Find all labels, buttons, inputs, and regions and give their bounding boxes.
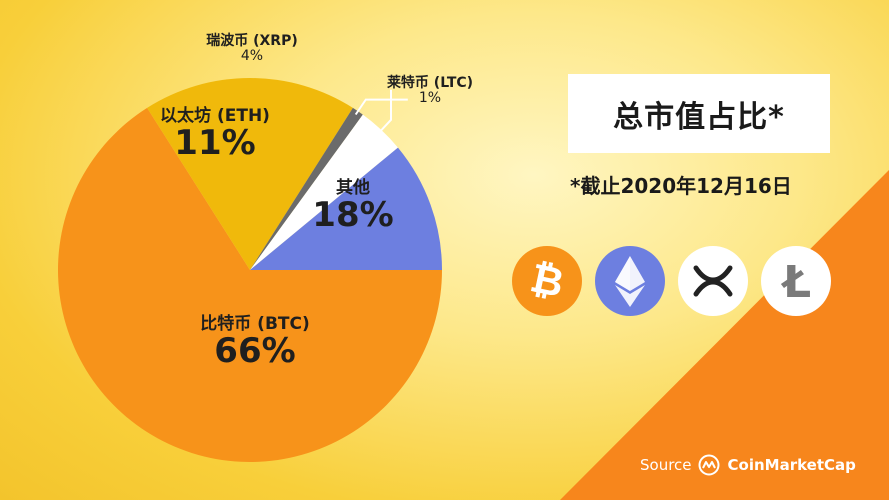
ltc-name: 莱特币 (LTC): [386, 75, 474, 91]
slice-label-xrp: 瑞波币 (XRP) 4%: [192, 34, 312, 63]
date-note: *截止2020年12月16日: [570, 174, 792, 198]
ltc-percent: 1%: [418, 89, 442, 106]
litecoin-icon: Ł: [761, 246, 831, 316]
xrp-percent: 4%: [240, 47, 264, 64]
slice-xrp: [250, 114, 398, 270]
slice-ltc: [250, 107, 363, 270]
svg-text:₿: ₿: [526, 255, 567, 307]
eth-name: 以太坊 (ETH): [160, 106, 270, 126]
svg-text:Ł: Ł: [781, 257, 811, 308]
ripple-icon: [678, 246, 748, 316]
eth-percent: 11%: [174, 122, 256, 163]
source-credit: Source CoinMarketCap: [640, 454, 856, 476]
other-percent: 18%: [312, 194, 394, 235]
slice-eth: [250, 147, 442, 270]
title-box: 总市值占比*: [568, 74, 830, 153]
slice-other: [147, 78, 353, 271]
slice-btc: [58, 107, 442, 463]
slice-label-other: 其他 18%: [298, 178, 408, 235]
ethereum-icon: [595, 246, 665, 316]
chart-title: 总市值占比*: [613, 99, 785, 135]
leader-line-xrp: [377, 89, 392, 134]
slice-label-eth: 以太坊 (ETH) 11%: [135, 106, 295, 163]
slice-label-btc: 比特币 (BTC) 66%: [170, 314, 340, 371]
slice-label-ltc: 莱特币 (LTC) 1%: [370, 76, 490, 105]
coinmarketcap-icon: [698, 454, 720, 476]
other-name: 其他: [336, 178, 370, 198]
bitcoin-icon: ₿: [512, 246, 582, 316]
btc-name: 比特币 (BTC): [200, 314, 310, 334]
source-prefix: Source: [640, 456, 692, 474]
leader-line-ltc: [354, 98, 408, 116]
source-brand: CoinMarketCap: [727, 456, 856, 474]
xrp-name: 瑞波币 (XRP): [206, 33, 298, 49]
btc-percent: 66%: [214, 330, 296, 371]
